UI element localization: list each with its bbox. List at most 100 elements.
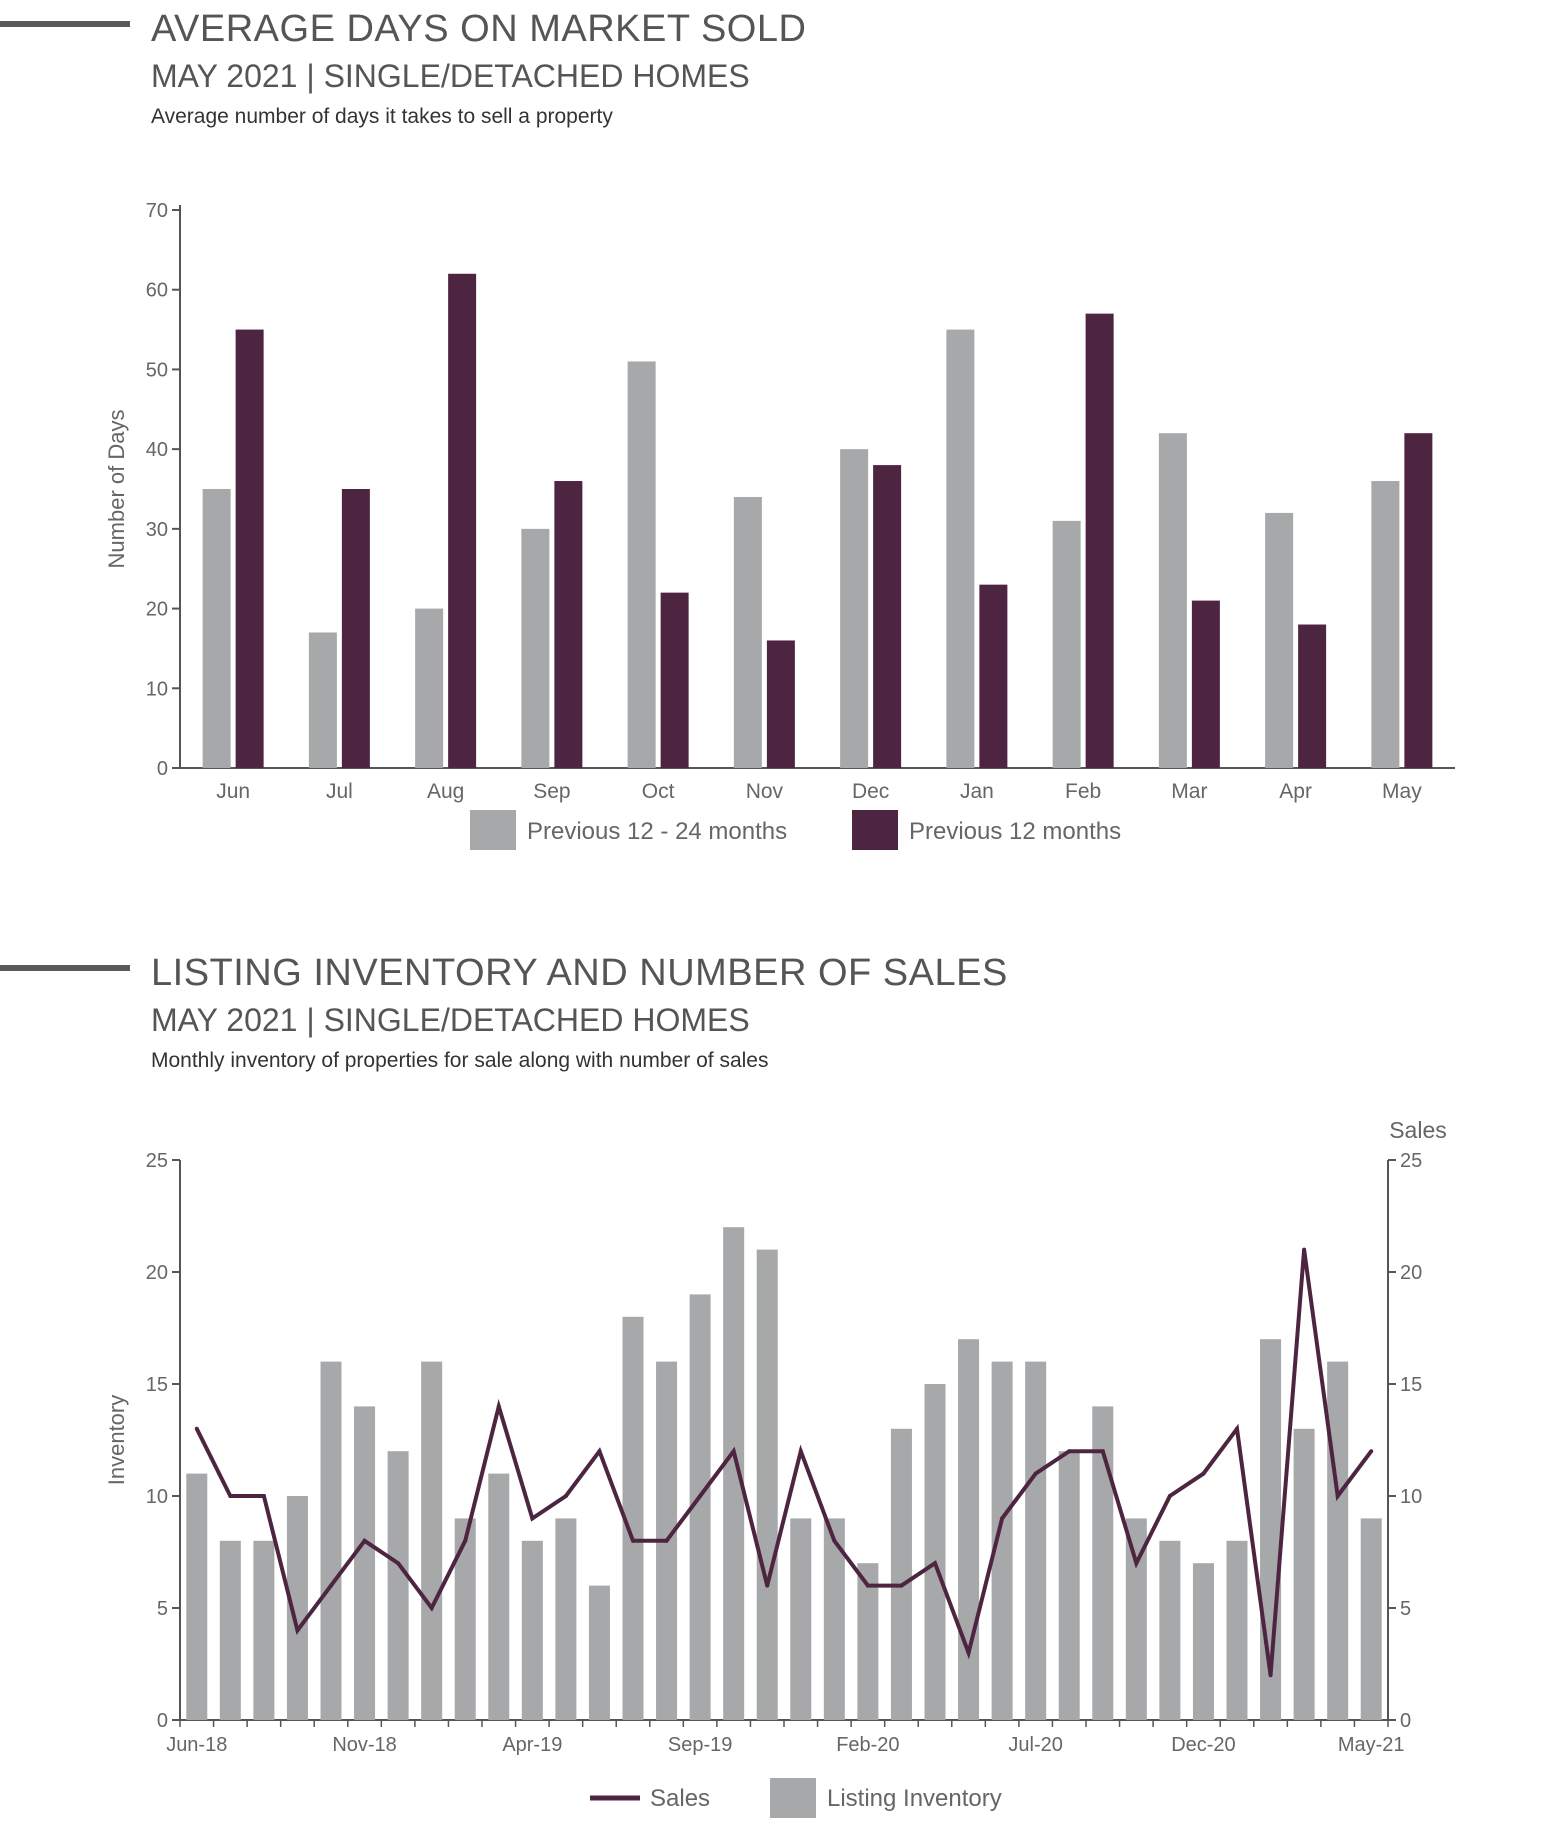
bar-prev-12 (873, 465, 902, 768)
x-tick-label: Sep (533, 780, 570, 803)
inventory-bar (1226, 1540, 1248, 1720)
y-tick-label: 30 (146, 519, 168, 541)
bar-prev-12-24 (1052, 520, 1081, 768)
inventory-bar (1125, 1518, 1147, 1720)
sales-point (261, 1494, 266, 1498)
inventory-bar (253, 1540, 275, 1720)
sales-point (765, 1583, 770, 1588)
y2-tick-label: 25 (1400, 1150, 1422, 1172)
sales-point (228, 1494, 233, 1498)
inventory-bar (1192, 1563, 1214, 1720)
sales-point (1302, 1247, 1307, 1252)
inventory-bar (1159, 1540, 1181, 1720)
sales-point (463, 1538, 468, 1543)
x-tick-label: Jul (326, 780, 353, 803)
x-tick-label: Dec (852, 780, 889, 803)
inventory-bar (1293, 1428, 1315, 1720)
inventory-bar (1058, 1451, 1080, 1720)
bar-prev-12 (554, 481, 583, 768)
inventory-bar (991, 1361, 1013, 1720)
inventory-bar (1327, 1361, 1349, 1720)
inventory-bar (1025, 1361, 1047, 1720)
y2-axis-title: Sales (1389, 1120, 1447, 1143)
bar-prev-12 (1404, 433, 1433, 768)
inventory-bar (286, 1496, 308, 1720)
inventory-bar (924, 1384, 946, 1720)
bar-prev-12 (1191, 600, 1220, 768)
sales-point (899, 1583, 904, 1588)
x-tick-label: Apr (1279, 780, 1312, 803)
bar-prev-12 (235, 329, 264, 768)
inventory-bar (622, 1316, 644, 1720)
inventory-bar (958, 1339, 980, 1720)
x-tick-label: Feb-20 (836, 1734, 899, 1756)
chart2-subtitle: MAY 2021 | SINGLE/DETACHED HOMES (151, 1002, 750, 1038)
bar-prev-12-24 (627, 361, 656, 768)
sales-point (798, 1449, 803, 1454)
chart1-title: AVERAGE DAYS ON MARKET SOLD (151, 8, 807, 50)
bar-prev-12-24 (308, 632, 337, 768)
y-axis-title: Inventory (104, 1395, 129, 1486)
y-tick-label: 0 (157, 758, 168, 780)
inventory-bar (1092, 1406, 1114, 1720)
sales-point (1335, 1494, 1340, 1498)
sales-point (832, 1538, 837, 1543)
y-tick-label: 5 (157, 1598, 168, 1620)
inventory-bar (521, 1540, 543, 1720)
sales-point (396, 1561, 401, 1566)
y-tick-label: 60 (146, 280, 168, 302)
chart2-title: LISTING INVENTORY AND NUMBER OF SALES (151, 952, 1008, 994)
bar-prev-12-24 (1371, 481, 1400, 768)
inventory-bar (857, 1563, 879, 1720)
inventory-sales-chart: 0 0 5 5 10 10 15 15 20 20 25 25 Inventory Sales Jun-18… (104, 1120, 1447, 1818)
bar-prev-12-24 (946, 329, 975, 768)
x-tick-label: Nov (746, 780, 784, 803)
sales-point (1235, 1426, 1239, 1431)
section-rule (0, 21, 130, 27)
bar-prev-12-24 (202, 489, 231, 768)
y2-tick-label: 10 (1400, 1486, 1422, 1508)
x-tick-label: May (1382, 780, 1422, 803)
y-tick-label: 20 (146, 1262, 168, 1284)
chart1-description: Average number of days it takes to sell … (151, 105, 613, 128)
x-tick-label: Jun (216, 780, 250, 803)
sales-point (1369, 1449, 1374, 1454)
bar-prev-12 (979, 584, 1008, 768)
bar-prev-12 (1085, 313, 1114, 768)
x-tick-label: Dec-20 (1171, 1734, 1235, 1756)
x-tick-label: Feb (1065, 780, 1101, 803)
y-tick-label: 40 (146, 439, 168, 461)
bar-prev-12 (766, 640, 795, 768)
sales-point (563, 1494, 568, 1498)
inventory-bar (387, 1451, 409, 1720)
bar-prev-12-24 (840, 449, 869, 768)
sales-point (1268, 1673, 1273, 1678)
y-tick-label: 10 (146, 1486, 168, 1508)
sales-point (496, 1404, 501, 1409)
chart2-description: Monthly inventory of properties for sale… (151, 1049, 769, 1072)
bar-prev-12-24 (415, 608, 444, 768)
inventory-bar (354, 1406, 376, 1720)
section-rule (0, 965, 130, 971)
x-tick-label: Aug (427, 780, 464, 803)
y-tick-label: 15 (146, 1374, 168, 1396)
bar-prev-12 (1298, 624, 1327, 768)
legend-label-prev-12: Previous 12 months (909, 818, 1121, 845)
bar-prev-12-24 (1265, 512, 1294, 768)
bar-prev-12-24 (733, 496, 762, 768)
bar-prev-12 (660, 592, 689, 768)
sales-point (362, 1538, 367, 1543)
days-on-market-chart: 0 10 20 30 40 50 60 70 Number of Days Jun Jul Aug Se… (104, 200, 1455, 850)
inventory-bar (186, 1473, 208, 1720)
sales-point (295, 1628, 300, 1633)
bar-prev-12 (341, 489, 370, 768)
sales-point (1201, 1471, 1206, 1476)
legend-swatch-inventory (770, 1778, 816, 1818)
y2-tick-label: 0 (1400, 1710, 1411, 1732)
bar-prev-12-24 (1158, 433, 1187, 768)
inventory-bar (823, 1518, 845, 1720)
sales-point (1134, 1561, 1139, 1566)
x-tick-label: Jan (960, 780, 994, 803)
legend-swatch-prev-12-24 (470, 810, 516, 850)
inventory-bar (555, 1518, 577, 1720)
